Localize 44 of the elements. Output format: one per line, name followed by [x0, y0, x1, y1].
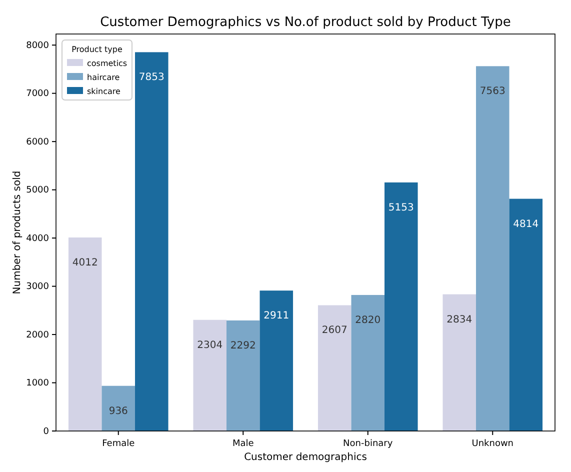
x-tick-label: Unknown	[472, 439, 514, 449]
bar	[509, 198, 543, 431]
data-label: 2820	[355, 314, 381, 326]
data-label: 2304	[197, 340, 223, 351]
data-label: 5153	[388, 202, 414, 214]
data-label: 2834	[446, 314, 472, 326]
y-axis-title: Number of products sold	[12, 170, 23, 294]
bar	[260, 290, 294, 431]
bar	[351, 294, 385, 431]
legend-label: cosmetics	[87, 59, 128, 68]
x-tick-label: Non-binary	[343, 439, 394, 449]
y-tick-label: 1000	[26, 378, 50, 389]
y-tick-label: 0	[43, 426, 50, 437]
y-tick-label: 2000	[26, 330, 50, 340]
data-label: 936	[108, 406, 128, 417]
bar	[476, 66, 510, 431]
y-tick-label: 7000	[26, 89, 50, 100]
y-tick-label: 8000	[26, 40, 50, 51]
x-axis-title: Customer demographics	[244, 452, 367, 463]
bar	[442, 294, 476, 431]
legend-title: Product type	[72, 45, 122, 54]
legend-label: haircare	[87, 73, 120, 82]
data-label: 2911	[264, 310, 290, 322]
data-label: 7563	[480, 86, 506, 98]
y-tick-label: 6000	[26, 137, 50, 148]
data-label: 2292	[230, 340, 256, 352]
y-tick-label: 3000	[26, 282, 50, 292]
bar	[318, 305, 352, 431]
legend-label: skincare	[87, 87, 121, 96]
bar	[68, 237, 102, 431]
bar	[384, 182, 418, 431]
bar	[226, 320, 260, 431]
y-tick-label: 5000	[26, 186, 50, 196]
data-label: 4814	[513, 218, 539, 230]
bar	[193, 320, 226, 431]
chart-title: Customer Demographics vs No.of product sold by Product Type	[100, 15, 511, 30]
data-label: 4012	[72, 257, 98, 268]
data-label: 7853	[138, 72, 164, 84]
x-tick-label: Male	[232, 439, 254, 449]
y-tick-label: 4000	[26, 234, 50, 244]
bar	[102, 386, 136, 431]
data-label: 2607	[322, 325, 348, 336]
x-tick-label: Female	[102, 439, 136, 449]
bar	[135, 52, 168, 431]
